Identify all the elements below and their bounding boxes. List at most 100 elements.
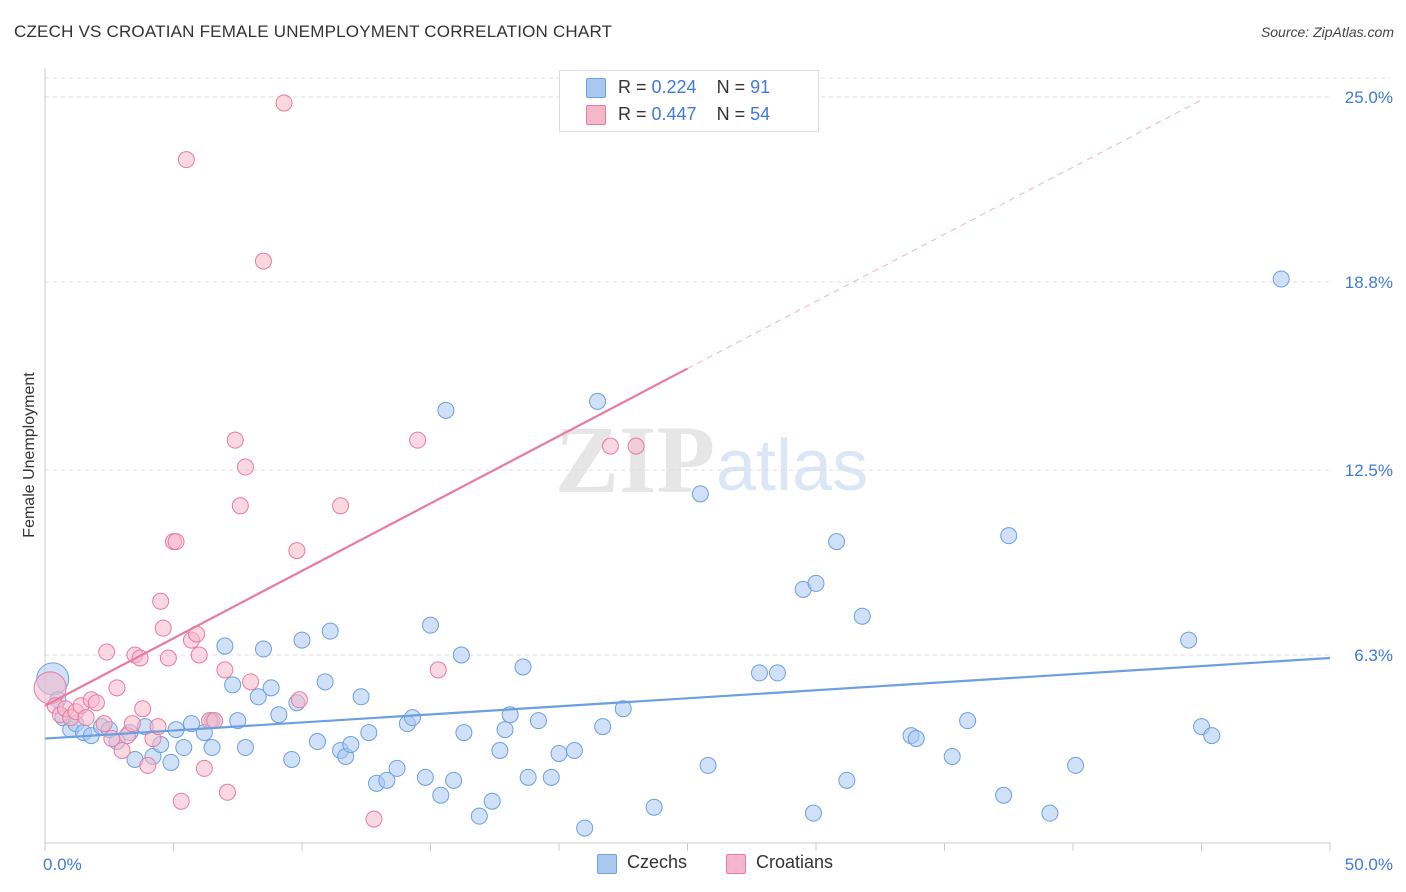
czechs-point — [352, 688, 370, 706]
legend-n-value: 54 — [750, 104, 771, 124]
czechs-point — [452, 646, 470, 664]
czechs-point — [750, 664, 768, 682]
y-tick-label: 6.3% — [1354, 646, 1393, 665]
croatians-point — [95, 715, 113, 733]
czechs-point — [422, 616, 439, 634]
y-tick-label: 18.8% — [1345, 273, 1393, 292]
czechs-point — [262, 679, 280, 697]
croatians-point — [218, 783, 236, 801]
czechs-point — [542, 768, 560, 786]
chart-title: CZECH VS CROATIAN FEMALE UNEMPLOYMENT CO… — [14, 22, 613, 41]
legend-label-czechs: Czechs — [627, 852, 688, 872]
czechs-point — [853, 607, 871, 625]
czechs-point — [589, 392, 607, 410]
croatians-swatch — [586, 105, 606, 125]
legend-n-label: N = — [716, 104, 751, 124]
czechs-point — [514, 658, 532, 676]
croatians-point — [77, 709, 95, 727]
y-tick-label: 25.0% — [1345, 88, 1393, 107]
czechs-point — [807, 574, 825, 592]
czechs-point — [838, 771, 856, 789]
czechs-point — [249, 688, 267, 706]
watermark-zip: ZIP — [555, 406, 715, 513]
czechs-point — [614, 700, 632, 718]
czechs-point — [519, 768, 537, 786]
series-croatians — [33, 94, 645, 828]
croatians-point — [242, 673, 260, 691]
czechs-point — [236, 739, 254, 757]
croatians-point — [332, 497, 350, 515]
croatians-point — [152, 592, 170, 610]
czechs-point — [565, 741, 583, 759]
croatians-point — [177, 151, 195, 169]
croatians-point — [172, 792, 190, 810]
czechs-point — [293, 631, 311, 649]
legend-r-value: 0.447 — [651, 104, 697, 124]
croatians-point — [409, 431, 427, 449]
czechs-point — [224, 676, 242, 694]
x-tick-label: 50.0% — [1345, 855, 1393, 874]
czechs-point — [1272, 270, 1290, 288]
czechs-point — [254, 640, 272, 658]
legend-r-value: 0.224 — [651, 77, 697, 97]
croatians-point — [167, 533, 185, 551]
czechs-point — [404, 709, 422, 727]
czechs-point — [576, 819, 594, 837]
series-czechs — [36, 270, 1290, 837]
czechs-point — [308, 733, 326, 751]
czechs-point — [182, 715, 200, 733]
czechs-point — [691, 485, 709, 503]
czechs-point — [699, 756, 717, 774]
croatians-swatch — [726, 854, 746, 874]
legend-r-label: R = — [618, 104, 652, 124]
legend-label-croatians: Croatians — [756, 852, 834, 872]
czechs-point — [378, 771, 396, 789]
czechs-point — [594, 718, 612, 736]
czechs-point — [1041, 804, 1059, 822]
croatians-point — [288, 542, 306, 560]
czechs-point — [175, 739, 193, 757]
croatians-point — [275, 94, 293, 112]
croatians-point — [139, 756, 157, 774]
czechs-swatch — [597, 854, 617, 874]
czechs-point — [550, 744, 568, 762]
czechs-point — [529, 712, 547, 730]
czechs-point — [270, 706, 288, 724]
croatians-point — [134, 700, 152, 718]
czechs-point — [416, 768, 434, 786]
legend-r-label: R = — [618, 77, 652, 97]
czechs-point — [768, 664, 786, 682]
czechs-point — [229, 712, 247, 730]
czechs-point — [483, 792, 501, 810]
czechs-point — [437, 401, 455, 419]
czechs-point — [995, 786, 1013, 804]
legend-n-value: 91 — [750, 77, 771, 97]
czechs-point — [321, 622, 339, 640]
croatians-point — [98, 643, 116, 661]
croatians-point — [108, 679, 126, 697]
czechs-point — [828, 533, 846, 551]
croatians-point — [123, 715, 141, 733]
czechs-point — [455, 724, 473, 742]
croatians-point — [195, 759, 213, 777]
czechs-point — [283, 750, 301, 768]
croatians-point — [429, 661, 447, 679]
czechs-point — [445, 771, 463, 789]
czechs-point — [943, 747, 961, 765]
croatians-trend-line — [44, 367, 689, 707]
czechs-point — [496, 721, 514, 739]
watermark-atlas: atlas — [716, 426, 868, 506]
croatians-point — [216, 661, 234, 679]
legend-n-label: N = — [716, 77, 751, 97]
croatians-point — [190, 646, 208, 664]
czechs-point — [316, 673, 334, 691]
czechs-point — [432, 786, 450, 804]
series-legend: Czechs Croatians — [0, 852, 1406, 876]
czechs-point — [907, 730, 925, 748]
croatians-point — [87, 694, 105, 712]
x-tick-label: 0.0% — [43, 855, 82, 874]
croatians-point — [226, 431, 244, 449]
czechs-point — [388, 759, 406, 777]
czechs-point — [203, 739, 221, 757]
